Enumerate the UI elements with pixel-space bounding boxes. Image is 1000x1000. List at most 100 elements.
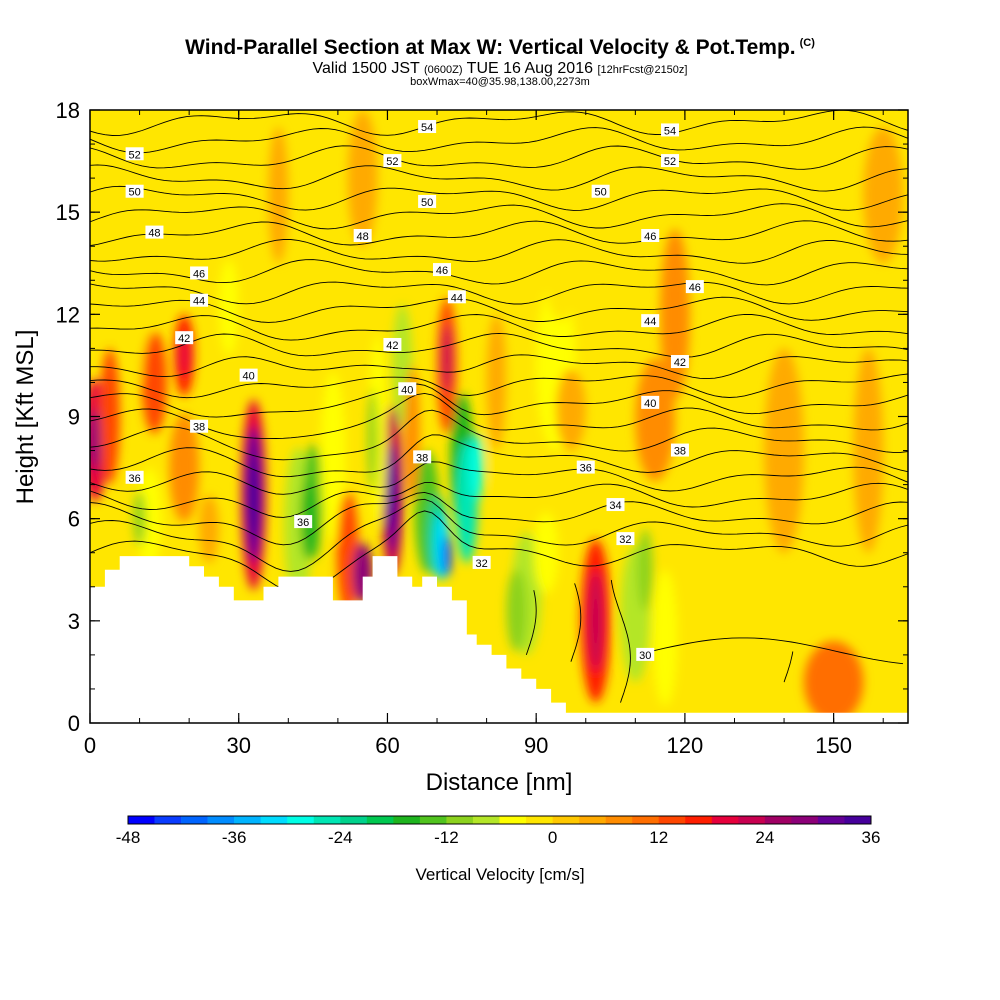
plot-area: 54 54 52 52 52 50 50 50 48 48 46 46 46 46 44 44 44 42 42 42…: [90, 110, 908, 723]
contour-label: 40: [239, 368, 258, 383]
contour-label: 46: [641, 229, 660, 243]
velocity-cell: [486, 314, 507, 451]
contour-label: 36: [294, 515, 313, 529]
svg-text:54: 54: [664, 125, 676, 137]
theta-contour: [90, 259, 908, 286]
contour-label: 40: [398, 382, 417, 396]
chart-title: Wind-Parallel Section at Max W: Vertical…: [185, 36, 815, 59]
svg-text:46: 46: [193, 268, 205, 280]
theta-contour: [90, 392, 908, 440]
velocity-cell: [853, 348, 884, 553]
theta-contour: [90, 332, 908, 358]
svg-text:30: 30: [639, 650, 651, 662]
svg-text:46: 46: [644, 231, 656, 243]
colorbar-swatch: [260, 816, 288, 824]
velocity-cell: [142, 331, 167, 434]
velocity-cell: [388, 470, 396, 526]
colorbar-swatch: [844, 816, 872, 824]
svg-text:38: 38: [193, 422, 205, 434]
contour-label: 38: [190, 419, 209, 434]
contour-label: 32: [616, 532, 635, 546]
y-tick-label: 3: [68, 609, 80, 634]
svg-text:38: 38: [416, 452, 428, 464]
svg-text:40: 40: [243, 371, 255, 383]
svg-text:44: 44: [451, 292, 463, 304]
contour-label: 36: [125, 470, 144, 485]
colorbar: -48 -36 -24 -12 0 12 24 36: [116, 815, 880, 847]
colorbar-swatch: [472, 816, 500, 824]
theta-contour: [90, 220, 908, 247]
colorbar-swatch: [817, 816, 845, 824]
terrain: [90, 556, 908, 723]
x-tick-label: 30: [226, 733, 250, 758]
theta-contour: [90, 281, 908, 305]
theta-contour: [610, 579, 631, 703]
contour-label: 46: [685, 280, 704, 294]
contour-label: 42: [175, 331, 194, 345]
theta-contour: [90, 296, 908, 323]
theta-contour: [525, 590, 537, 656]
velocity-cell: [635, 358, 675, 482]
colorbar-swatch: [579, 816, 606, 824]
velocity-cell: [199, 494, 219, 563]
theta-contour: [90, 164, 908, 192]
colorbar-swatch: [207, 816, 235, 824]
colorbar-swatch: [181, 816, 208, 824]
velocity-cell: [863, 127, 904, 264]
colorbar-swatch: [340, 816, 368, 824]
theta-contour: [90, 110, 908, 136]
y-tick-label: 12: [56, 302, 80, 327]
theta-contour: [90, 383, 908, 418]
theta-contour: [90, 354, 908, 380]
velocity-cell: [506, 569, 527, 652]
svg-text:40: 40: [401, 384, 413, 396]
colorbar-tick-label: -36: [222, 828, 247, 847]
colorbar-label: Vertical Velocity [cm/s]: [415, 865, 584, 884]
colorbar-swatch: [632, 816, 660, 824]
theta-contour: [90, 185, 908, 211]
contour-label: 48: [145, 225, 164, 240]
velocity-fill: [90, 110, 904, 723]
svg-text:32: 32: [619, 534, 631, 546]
chart-box-info: boxWmax=40@35.98,138.00,2273m: [410, 76, 590, 88]
velocity-cell: [442, 535, 452, 577]
colorbar-swatch: [526, 816, 553, 824]
x-tick-label: 90: [524, 733, 548, 758]
svg-text:38: 38: [674, 446, 686, 458]
svg-text:54: 54: [421, 122, 433, 134]
svg-text:52: 52: [128, 149, 140, 161]
contour-label: 30: [636, 647, 655, 662]
theta-contour: [90, 126, 908, 154]
contour-label: 42: [383, 337, 402, 352]
velocity-cell: [660, 229, 690, 400]
colorbar-tick-label: -24: [328, 828, 353, 847]
contour-label: 32: [472, 555, 491, 570]
y-axis-label: Height [Kft MSL]: [12, 330, 39, 505]
velocity-cell: [320, 372, 346, 543]
contour-label: 38: [413, 450, 432, 464]
velocity-cell: [470, 433, 484, 502]
svg-text:34: 34: [609, 500, 621, 512]
colorbar-swatch: [658, 816, 686, 824]
svg-text:42: 42: [386, 340, 398, 352]
contour-label: 50: [591, 184, 610, 199]
svg-text:44: 44: [193, 296, 205, 308]
velocity-cell: [441, 324, 452, 393]
contour-label: 52: [661, 154, 680, 168]
colorbar-swatch: [287, 816, 315, 824]
y-tick-label: 9: [68, 405, 80, 430]
velocity-cell: [803, 641, 864, 723]
svg-text:50: 50: [128, 187, 140, 199]
colorbar-swatch: [154, 816, 182, 824]
svg-text:44: 44: [644, 316, 656, 328]
theta-contour: [90, 239, 908, 264]
theta-contour: [90, 461, 908, 495]
contour-label: 44: [447, 290, 466, 304]
theta-contour: [90, 373, 908, 399]
title-unit: (C): [799, 37, 815, 49]
theta-contour: [90, 482, 908, 518]
svg-text:32: 32: [476, 558, 488, 570]
velocity-cell: [404, 365, 420, 502]
colorbar-swatch: [711, 816, 739, 824]
